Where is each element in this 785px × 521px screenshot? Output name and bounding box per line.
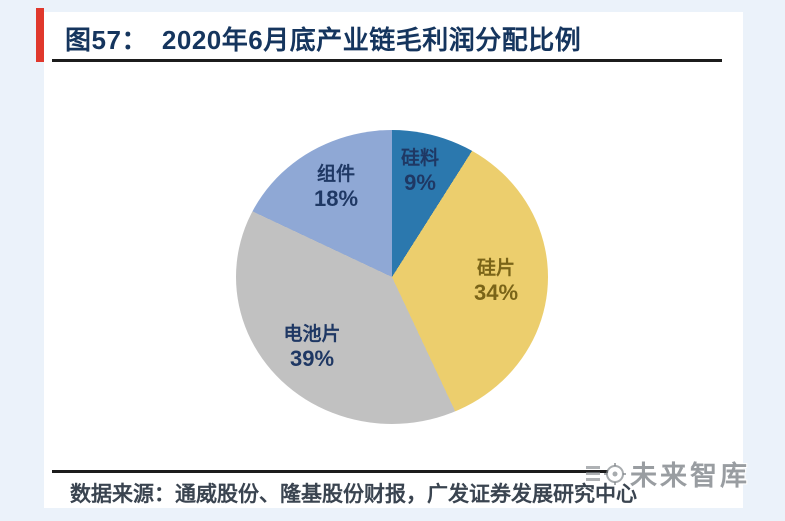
- pie-label-value: 39%: [289, 346, 335, 372]
- pie-label-silicon-material: 硅料 9%: [401, 148, 439, 196]
- pie-label-value: 18%: [313, 186, 359, 212]
- data-source-text: 数据来源：通威股份、隆基股份财报，广发证券发展研究中心: [70, 482, 637, 506]
- watermark-sun-icon: [604, 462, 626, 485]
- figure-caption-title: 2020年6月底产业链毛利润分配比例: [161, 25, 582, 55]
- pie-label-cell: 电池片 39%: [283, 324, 340, 372]
- figure-caption-label: 图57：: [65, 25, 148, 55]
- pie-label-wafer: 硅片 34%: [474, 258, 518, 306]
- watermark: 未来智库: [586, 454, 750, 493]
- pie-label-value: 34%: [473, 280, 519, 306]
- watermark-text: 未来智库: [630, 461, 750, 491]
- pie-label-module: 组件 18%: [314, 164, 358, 212]
- pie-label-name: 硅片: [476, 258, 516, 279]
- caption-underline: [52, 59, 722, 62]
- pie-label-name: 电池片: [283, 324, 341, 345]
- pie-label-value: 9%: [404, 170, 436, 196]
- pie-chart: [236, 130, 548, 424]
- pie-label-name: 组件: [316, 164, 356, 185]
- pie-label-name: 硅料: [400, 148, 440, 169]
- watermark-bars-icon: [586, 463, 600, 484]
- source-divider: [52, 470, 608, 473]
- figure-caption: 图57： 2020年6月底产业链毛利润分配比例: [65, 20, 581, 57]
- caption-accent-bar: [36, 8, 44, 62]
